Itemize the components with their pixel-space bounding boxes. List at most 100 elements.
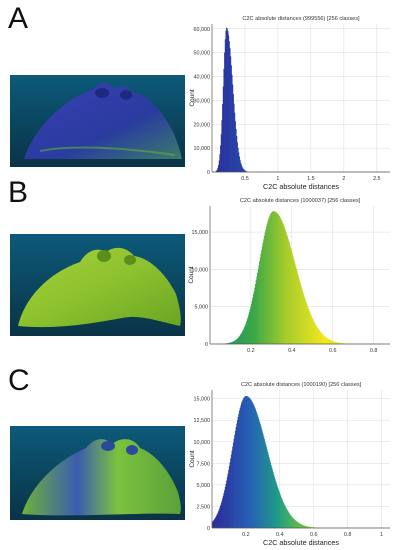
- histogram-bar: [325, 337, 327, 344]
- histogram-bar: [234, 340, 236, 344]
- histogram-bar: [244, 170, 246, 172]
- y-tick-label: 50,000: [194, 51, 211, 57]
- histogram-chart-c: C2C absolute distances (1000190) [256 cl…: [189, 382, 390, 547]
- histogram-bar: [317, 327, 319, 344]
- histogram-bar: [262, 242, 264, 344]
- x-tick-label: 2.5: [373, 176, 381, 182]
- histogram-bar: [271, 212, 273, 344]
- panel-label-a: A: [8, 2, 29, 35]
- histogram-bar: [327, 338, 329, 344]
- histogram-bar: [297, 522, 299, 528]
- x-tick-label: 0.6: [329, 348, 337, 354]
- histogram-bar: [218, 511, 220, 528]
- histogram-bar: [239, 335, 241, 344]
- histogram-bar: [246, 396, 248, 528]
- histogram-bar: [269, 215, 271, 344]
- histogram-bar: [307, 526, 309, 528]
- histogram-bar: [301, 524, 303, 528]
- histogram-bar: [311, 317, 313, 344]
- histogram-bar: [256, 413, 258, 528]
- x-tick-label: 0.2: [247, 348, 255, 354]
- histogram-bar: [305, 526, 307, 528]
- histogram-bar: [340, 343, 342, 344]
- histogram-bar: [285, 232, 287, 344]
- histogram-bar: [302, 524, 304, 528]
- histogram-bar: [233, 103, 235, 172]
- histogram-bar: [278, 216, 280, 344]
- histogram-bar: [287, 236, 289, 344]
- histogram-bar: [285, 230, 287, 344]
- histogram-bar: [247, 317, 249, 344]
- histogram-bar: [310, 315, 312, 344]
- histogram-bar: [252, 297, 254, 344]
- histogram-bar: [293, 258, 295, 344]
- histogram-bar: [310, 527, 312, 528]
- histogram-bar: [227, 473, 229, 528]
- histogram-bar: [276, 212, 278, 344]
- histogram-bar: [251, 401, 253, 528]
- histogram-bar: [308, 310, 310, 344]
- histogram-bar: [301, 288, 303, 344]
- histogram-bar: [311, 527, 313, 528]
- histogram-bar: [322, 334, 324, 344]
- histogram-bar: [261, 431, 263, 528]
- histogram-bar: [332, 341, 334, 344]
- histogram-bar: [259, 424, 261, 528]
- histogram-bar: [257, 269, 259, 344]
- histogram-bar: [341, 343, 343, 344]
- histogram-bar: [236, 338, 238, 344]
- histogram-bar: [279, 217, 281, 344]
- histogram-bar: [238, 156, 240, 172]
- x-tick-label: 1.5: [307, 176, 315, 182]
- histogram-bar: [286, 510, 288, 528]
- histogram-bar: [260, 426, 262, 528]
- histogram-bar: [292, 518, 294, 528]
- histogram-bar: [229, 48, 231, 173]
- histogram-bar: [223, 493, 225, 528]
- histogram-bar: [216, 170, 218, 172]
- histogram-bar: [285, 507, 287, 528]
- histogram-bar: [331, 340, 333, 344]
- histogram-bar: [267, 454, 269, 528]
- histogram-bar: [334, 341, 336, 344]
- histogram-bar: [212, 521, 213, 528]
- histogram-bar: [274, 211, 276, 344]
- histogram-bar: [220, 505, 222, 528]
- histogram-bar: [266, 449, 268, 528]
- y-tick-label: 0: [207, 170, 210, 176]
- histogram-bar: [291, 516, 293, 528]
- histogram-bar: [289, 243, 291, 344]
- histogram-bar: [258, 419, 260, 528]
- histogram-bar: [236, 420, 238, 528]
- histogram-bar: [330, 340, 332, 344]
- histogram-bar: [334, 341, 336, 344]
- histogram-bar: [228, 342, 230, 344]
- histogram-bar: [291, 253, 293, 344]
- histogram-bar: [279, 493, 281, 528]
- y-tick-label: 60,000: [194, 27, 211, 33]
- histogram-bar: [296, 271, 298, 344]
- histogram-bar: [295, 520, 297, 528]
- x-tick-label: 0.6: [310, 532, 318, 538]
- histogram-bar: [312, 318, 314, 344]
- histogram-bar: [249, 309, 251, 344]
- histogram-bar: [222, 495, 224, 528]
- histogram-bar: [249, 398, 251, 528]
- histogram-bar: [275, 481, 277, 528]
- histogram-bar: [278, 214, 280, 344]
- histogram-bar: [299, 523, 301, 528]
- histogram-bar: [239, 408, 241, 528]
- histogram-bar: [245, 171, 247, 172]
- histogram-bar: [224, 487, 226, 528]
- histogram-bar: [246, 319, 248, 344]
- histogram-bar: [247, 396, 249, 528]
- histogram-bar: [275, 212, 277, 344]
- histogram-bar: [251, 400, 253, 528]
- histogram-bar: [262, 433, 264, 528]
- histogram-bar: [214, 518, 216, 528]
- histogram-bar: [220, 503, 222, 528]
- histogram-bar: [245, 396, 247, 528]
- histogram-bar: [254, 407, 256, 528]
- histogram-bar: [299, 281, 301, 344]
- histogram-bar: [251, 300, 253, 344]
